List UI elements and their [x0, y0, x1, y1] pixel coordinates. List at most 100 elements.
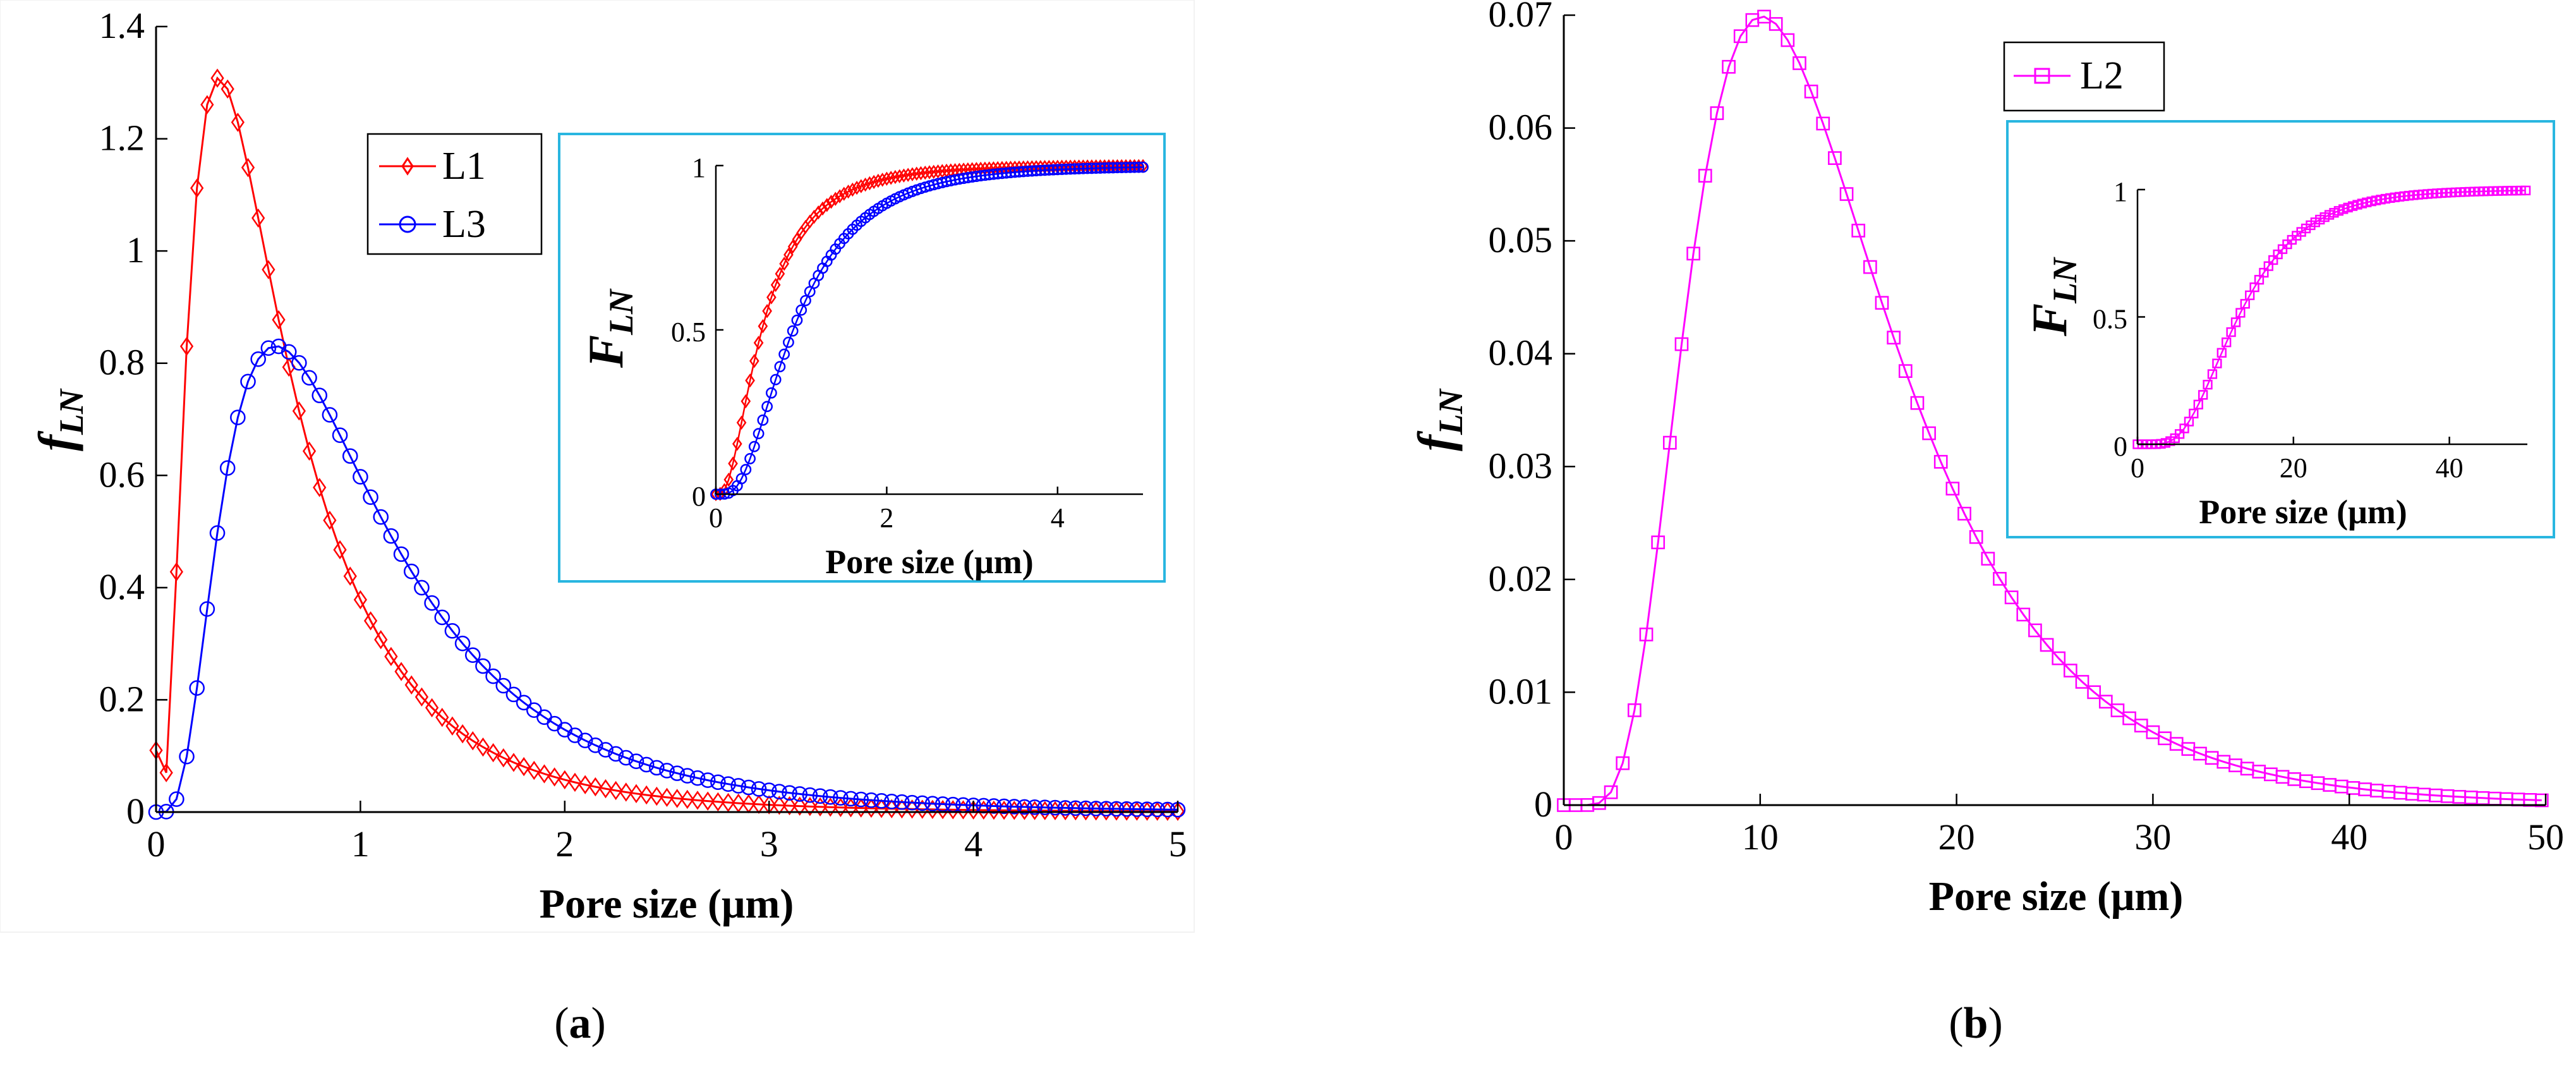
- panel-a-point-l3-91: [1078, 800, 1094, 816]
- panel-a-y-tick-label: 1.4: [99, 5, 145, 46]
- panel-a-inset-point-l3-81: [1056, 164, 1068, 175]
- panel-a-point-l3-32: [475, 658, 491, 674]
- panel-b-inset-y-axis-title: FLN: [2022, 257, 2084, 337]
- panel-a-point-l1-16: [313, 478, 327, 497]
- panel-a-inset-point-l1-28: [830, 191, 841, 206]
- panel-b-point-l2-46: [2098, 695, 2113, 709]
- panel-b-point-l2-36: [1981, 552, 1995, 566]
- panel-b-point-l2-83: [2534, 793, 2549, 808]
- panel-a-point-l1-26: [414, 687, 429, 707]
- panel-a-inset-point-l1-29: [835, 189, 845, 203]
- panel-a-inset-point-l1-12: [762, 304, 772, 319]
- panel-a-point-l3-49: [649, 760, 665, 776]
- panel-a-inset-point-l1-46: [907, 167, 917, 181]
- panel-b-point-l2-26: [1863, 260, 1877, 274]
- panel-a-point-l1-44: [598, 779, 613, 799]
- panel-b-inset: 0 20 40 0 0.5 1 Pore size (μm) FLN: [2006, 120, 2555, 538]
- panel-a-inset-point-l1-33: [852, 181, 862, 195]
- panel-b-point-l2-5: [1616, 756, 1630, 770]
- panel-a-inset-point-l3-82: [1060, 163, 1072, 175]
- panel-a-inset-point-l3-64: [983, 169, 995, 181]
- panel-a-caption: (a): [554, 999, 606, 1048]
- panel-a-point-l3-73: [894, 794, 910, 810]
- panel-b-inset-y-tick-label: 0.5: [2093, 304, 2127, 335]
- panel-a-inset-point-l3-62: [975, 170, 987, 182]
- panel-a-point-l3-94: [1108, 801, 1125, 817]
- panel-a-point-l3-83: [996, 798, 1012, 815]
- panel-b-point-l2-25: [1851, 224, 1866, 238]
- panel-a-point-l3-70: [863, 792, 880, 808]
- panel-a-point-l3-85: [1017, 799, 1032, 815]
- panel-b-point-l2-30: [1910, 396, 1925, 410]
- panel-b-point-l2-3: [1592, 796, 1606, 810]
- panel-a-point-l3-17: [322, 407, 338, 423]
- panel-b-inset-point-l2-21: [2230, 317, 2241, 327]
- panel-a-inset-point-l3-72: [1017, 166, 1029, 178]
- panel-a-inset-point-l1-35: [860, 177, 871, 192]
- panel-a-point-l1-27: [425, 698, 439, 718]
- panel-a-inset-point-l3-76: [1034, 164, 1046, 176]
- panel-a-inset-point-l3-84: [1068, 163, 1080, 175]
- legend-item-l3: L3: [379, 203, 486, 246]
- panel-a-inset-point-l3-8: [744, 452, 756, 464]
- panel-b-point-l2-13: [1710, 106, 1724, 120]
- panel-a-inset-point-l3-100: [1137, 161, 1149, 173]
- svg-text:FLN: FLN: [2022, 257, 2084, 337]
- panel-a-point-l3-53: [689, 770, 706, 786]
- legend-item-l1: L1: [379, 145, 486, 188]
- panel-a-point-l1-23: [384, 646, 398, 667]
- panel-a-inset-point-l3-88: [1085, 162, 1098, 174]
- panel-a-point-l3-98: [1149, 801, 1165, 818]
- legend-label-l1: L1: [442, 145, 486, 188]
- panel-a-point-l1-50: [660, 787, 674, 807]
- panel-b-y-tick-label: 0.07: [1489, 0, 1553, 35]
- panel-b-point-l2-35: [1969, 530, 1983, 544]
- panel-a-point-l3-11: [260, 340, 277, 356]
- panel-b-inset-point-l2-13: [2193, 399, 2203, 410]
- panel-a-point-l3-13: [281, 344, 297, 360]
- panel-a-inset-point-l3-80: [1051, 164, 1063, 176]
- panel-a-point-l3-31: [464, 647, 481, 664]
- panel-a-point-l1-48: [639, 785, 653, 805]
- panel-b-point-l2-33: [1945, 482, 1960, 496]
- panel-a-inset-point-l1-48: [916, 166, 926, 181]
- panel-a-inset-y-tick-label: 1: [692, 152, 706, 183]
- panel-a-inset-point-l3-20: [795, 304, 807, 316]
- panel-b-inset-point-l2-22: [2235, 308, 2246, 318]
- panel-a-inset-point-l3-67: [996, 167, 1008, 179]
- panel-a-point-l3-30: [454, 635, 471, 652]
- panel-a-point-l3-9: [240, 373, 256, 390]
- panel-a-inset-point-l1-17: [783, 247, 794, 262]
- panel-a-inset-x-tick-label: 0: [709, 502, 723, 533]
- panel-a-inset-point-l1-52: [933, 164, 943, 179]
- panel-a-point-l3-47: [628, 753, 644, 770]
- panel-a-inset-point-l3-57: [953, 173, 965, 185]
- panel-a-inset-point-l3-59: [962, 172, 974, 183]
- panel-b-inset-y-tick-label: 0: [2113, 431, 2127, 462]
- panel-a-inset-point-l1-47: [911, 166, 922, 181]
- panel-b-inset-point-l2-20: [2226, 327, 2236, 337]
- panel-a-x-tick-label: 3: [760, 823, 778, 865]
- panel-b-point-l2-37: [1993, 572, 2007, 586]
- panel-a-inset-point-l3-16: [778, 348, 790, 360]
- panel-a-inset-point-l3-93: [1107, 162, 1119, 174]
- panel-a-point-l3-26: [414, 580, 430, 596]
- panel-a-point-l1-19: [343, 566, 357, 586]
- panel-b-point-l2-17: [1757, 9, 1771, 24]
- panel-a-x-tick-label: 5: [1169, 823, 1187, 865]
- panel-a-point-l3-54: [699, 772, 716, 788]
- panel-a-point-l3-35: [505, 686, 522, 703]
- panel-a-point-l3-62: [782, 785, 797, 801]
- panel-b-point-l2-9: [1662, 435, 1677, 450]
- panel-a-inset-point-l1-26: [821, 198, 832, 212]
- panel-a-point-l1-51: [670, 789, 684, 808]
- panel-b-y-tick-label: 0.05: [1489, 219, 1553, 260]
- panel-a-point-l3-68: [843, 791, 859, 807]
- panel-a: 0 1 2 3 4 5 0 0.2 0.4 0.6 0.8 1 1.2 1.4 Pore size (μ…: [28, 5, 1187, 1048]
- panel-a-inset-point-l3-55: [945, 175, 957, 186]
- panel-a-inset-point-l1-38: [873, 173, 883, 188]
- panel-b-point-l2-12: [1698, 169, 1712, 183]
- panel-b-point-l2-45: [2087, 685, 2101, 700]
- panel-a-point-l3-36: [516, 695, 532, 711]
- svg-text:FLN: FLN: [578, 288, 640, 368]
